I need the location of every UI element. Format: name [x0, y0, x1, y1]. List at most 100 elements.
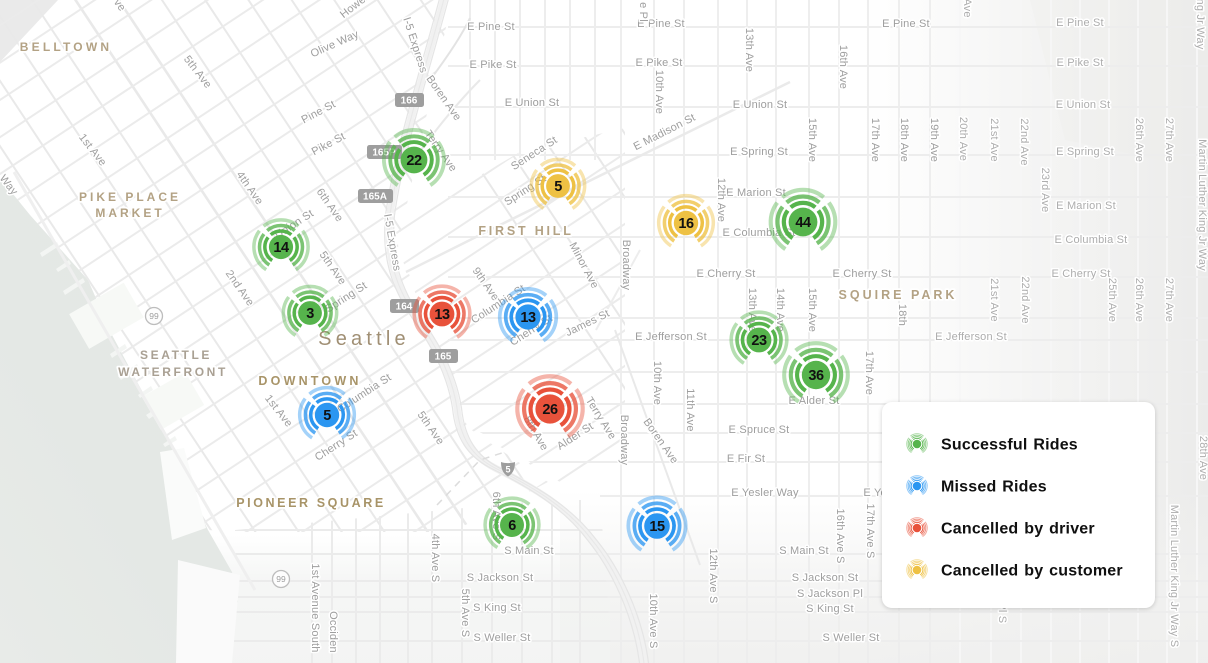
svg-text:25th Ave: 25th Ave: [1106, 278, 1118, 322]
svg-text:14th Ave: 14th Ave: [774, 288, 786, 332]
svg-text:13: 13: [520, 310, 536, 326]
svg-text:Seattle: Seattle: [318, 328, 410, 350]
svg-text:28th Ave: 28th Ave: [1197, 436, 1208, 480]
svg-text:Occiden: Occiden: [327, 611, 339, 653]
svg-text:E Cherry St: E Cherry St: [832, 268, 891, 280]
svg-text:E Marion St: E Marion St: [726, 187, 786, 199]
svg-text:S Jackson St: S Jackson St: [467, 572, 534, 584]
svg-text:E Union St: E Union St: [733, 99, 788, 111]
svg-text:5: 5: [323, 408, 331, 424]
svg-text:164: 164: [396, 302, 413, 313]
svg-text:S King St: S King St: [473, 602, 521, 614]
svg-text:26: 26: [542, 402, 558, 418]
svg-text:99: 99: [276, 574, 286, 584]
svg-text:5: 5: [554, 179, 562, 195]
svg-text:E Fir St: E Fir St: [727, 453, 765, 465]
svg-text:E Pine St: E Pine St: [882, 18, 930, 30]
svg-text:BELLTOWN: BELLTOWN: [20, 40, 112, 54]
svg-text:Cancelled by driver: Cancelled by driver: [941, 521, 1095, 538]
svg-text:23: 23: [751, 333, 767, 349]
svg-text:E Union St: E Union St: [505, 97, 560, 109]
svg-text:Cancelled by customer: Cancelled by customer: [941, 563, 1123, 580]
svg-text:E Jefferson St: E Jefferson St: [935, 331, 1007, 343]
svg-text:18th: 18th: [896, 304, 908, 326]
svg-text:166: 166: [401, 96, 418, 107]
svg-text:16: 16: [678, 216, 694, 232]
svg-text:165: 165: [435, 352, 452, 363]
svg-text:22: 22: [406, 153, 422, 169]
svg-text:3: 3: [306, 306, 314, 322]
svg-text:15th Ave: 15th Ave: [806, 288, 818, 332]
svg-text:1st Avenue South: 1st Avenue South: [309, 563, 321, 652]
svg-text:26th Ave: 26th Ave: [1133, 278, 1145, 322]
svg-text:Martin Luther King Jr Way: Martin Luther King Jr Way: [1196, 139, 1208, 271]
svg-text:FIRST HILL: FIRST HILL: [478, 224, 573, 238]
svg-text:SEATTLE: SEATTLE: [140, 348, 212, 362]
svg-text:E Columbia St: E Columbia St: [1055, 234, 1128, 246]
svg-text:E Pine St: E Pine St: [1056, 17, 1104, 29]
svg-text:36: 36: [808, 368, 824, 384]
svg-text:22nd Ave: 22nd Ave: [1018, 118, 1030, 165]
svg-text:S Jackson Pl: S Jackson Pl: [797, 588, 863, 600]
svg-text:5: 5: [505, 465, 510, 475]
svg-text:27th Ave: 27th Ave: [1163, 118, 1175, 162]
svg-text:27th Ave: 27th Ave: [1163, 278, 1175, 322]
svg-text:10th Ave: 10th Ave: [653, 70, 665, 114]
svg-text:Martin Luther King Jr Way S: Martin Luther King Jr Way S: [1168, 505, 1180, 648]
svg-text:Missed Rides: Missed Rides: [941, 479, 1047, 496]
svg-text:10th Ave: 10th Ave: [651, 361, 663, 405]
svg-text:17th Ave: 17th Ave: [869, 118, 881, 162]
svg-text:E Marion St: E Marion St: [1056, 200, 1116, 212]
svg-text:E Pike St: E Pike St: [635, 57, 682, 69]
svg-text:E Spring St: E Spring St: [1056, 146, 1114, 158]
svg-text:S Main St: S Main St: [504, 545, 554, 557]
svg-text:WATERFRONT: WATERFRONT: [118, 365, 228, 379]
svg-text:19th Ave: 19th Ave: [928, 118, 940, 162]
svg-text:13: 13: [434, 307, 450, 323]
svg-text:S Main St: S Main St: [779, 545, 829, 557]
svg-text:17th Ave: 17th Ave: [863, 351, 875, 395]
svg-text:4th Ave S: 4th Ave S: [429, 534, 441, 583]
svg-text:6: 6: [508, 518, 516, 534]
svg-text:E Pine St: E Pine St: [637, 18, 685, 30]
svg-text:12th Ave: 12th Ave: [715, 178, 727, 222]
svg-text:14: 14: [273, 240, 289, 256]
svg-text:MARKET: MARKET: [95, 206, 164, 220]
svg-text:23rd Ave: 23rd Ave: [1039, 168, 1051, 213]
svg-text:DOWNTOWN: DOWNTOWN: [258, 374, 361, 388]
svg-text:5th Ave S: 5th Ave S: [459, 589, 471, 638]
svg-text:15: 15: [649, 519, 665, 535]
svg-text:SQUIRE PARK: SQUIRE PARK: [839, 288, 958, 302]
svg-text:13th Ave: 13th Ave: [743, 28, 755, 72]
svg-text:44: 44: [795, 215, 811, 231]
svg-text:10th Ave S: 10th Ave S: [647, 593, 659, 648]
svg-text:E Pine St: E Pine St: [467, 21, 515, 33]
svg-text:Successful Rides: Successful Rides: [941, 437, 1078, 454]
svg-text:16th Ave S: 16th Ave S: [834, 508, 846, 563]
svg-text:21st Ave: 21st Ave: [988, 278, 1000, 322]
svg-text:18th Ave: 18th Ave: [898, 118, 910, 162]
svg-text:e Pl: e Pl: [637, 2, 649, 22]
svg-text:S King St: S King St: [806, 603, 854, 615]
svg-text:S Jackson St: S Jackson St: [792, 572, 859, 584]
svg-text:E Pike St: E Pike St: [1056, 57, 1103, 69]
svg-text:E Spring St: E Spring St: [730, 146, 788, 158]
svg-text:Broadway: Broadway: [620, 240, 632, 291]
svg-text:22nd Ave: 22nd Ave: [1019, 276, 1031, 323]
svg-text:PIONEER SQUARE: PIONEER SQUARE: [236, 496, 386, 510]
svg-text:12th Ave S: 12th Ave S: [707, 548, 719, 603]
svg-text:E Yesler Way: E Yesler Way: [731, 487, 799, 499]
svg-text:E Spruce St: E Spruce St: [729, 424, 790, 436]
svg-text:PIKE PLACE: PIKE PLACE: [79, 190, 181, 204]
svg-text:165P: 165P: [372, 148, 396, 159]
svg-text:E Jefferson St: E Jefferson St: [635, 331, 707, 343]
svg-text:Broadway: Broadway: [618, 415, 630, 466]
svg-text:165A: 165A: [363, 192, 387, 203]
svg-text:26th Ave: 26th Ave: [1133, 118, 1145, 162]
svg-text:E Cherry St: E Cherry St: [1051, 268, 1110, 280]
svg-text:E Pike St: E Pike St: [469, 59, 516, 71]
svg-text:99: 99: [149, 311, 159, 321]
svg-text:ng Jr Way: ng Jr Way: [1194, 0, 1206, 50]
svg-text:11th Ave: 11th Ave: [684, 388, 696, 431]
svg-text:20th Ave: 20th Ave: [957, 117, 969, 161]
